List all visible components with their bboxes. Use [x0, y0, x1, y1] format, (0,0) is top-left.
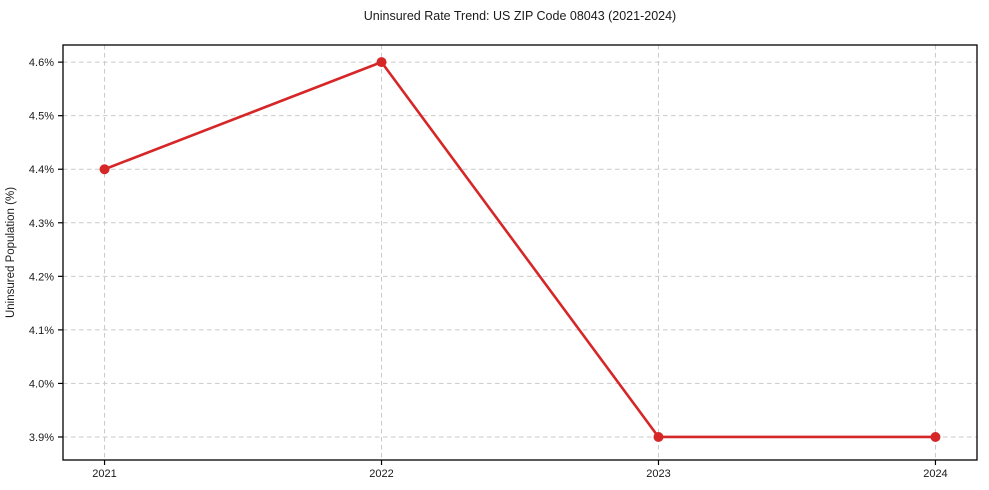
plot-border: [62, 44, 978, 461]
y-tick-label: 4.4%: [29, 164, 54, 176]
x-tick-label: 2023: [646, 468, 670, 480]
chart-title: Uninsured Rate Trend: US ZIP Code 08043 …: [364, 9, 676, 23]
tick-layer: 3.9% 4.0% 4.1% 4.2% 4.3% 4.4% 4.5% 4.6% 2021 2022…: [29, 57, 948, 480]
x-tick-label: 2024: [923, 468, 947, 480]
y-tick-label: 3.9%: [29, 432, 54, 444]
trend-line: [103, 60, 937, 439]
y-tick-label: 4.0%: [29, 378, 54, 390]
y-tick-label: 4.5%: [29, 111, 54, 123]
y-tick-label: 4.1%: [29, 325, 54, 337]
y-tick-label: 4.6%: [29, 57, 54, 69]
data-point-marker: [653, 431, 664, 442]
series-layer: [99, 57, 941, 442]
y-tick-label: 4.3%: [29, 218, 54, 230]
y-tick-label: 4.2%: [29, 271, 54, 283]
data-point-marker: [930, 431, 941, 442]
data-point-marker: [376, 57, 387, 68]
x-tick-label: 2022: [369, 468, 393, 480]
y-axis-label: Uninsured Population (%): [5, 187, 17, 318]
data-point-marker: [99, 164, 110, 175]
x-tick-label: 2021: [92, 468, 116, 480]
grid-layer: [63, 45, 977, 460]
